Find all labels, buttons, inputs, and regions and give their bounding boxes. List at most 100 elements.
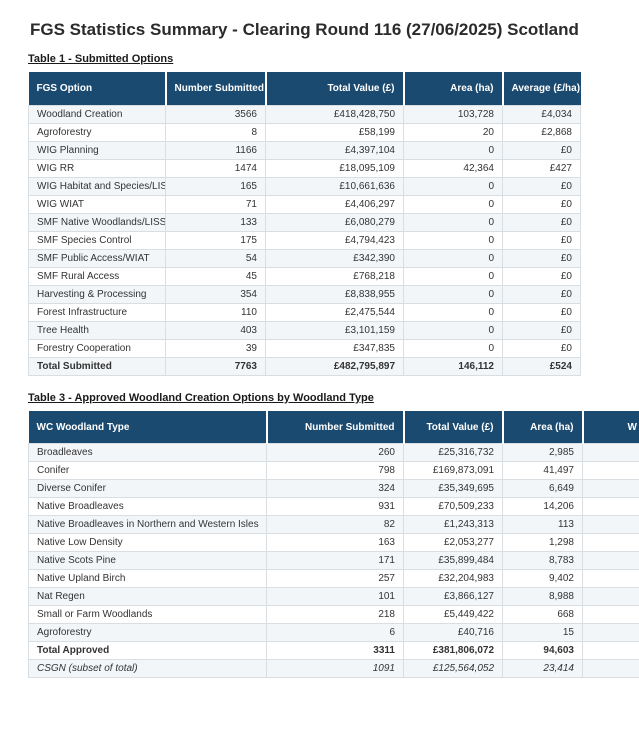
table-cell: £25,316,732 bbox=[403, 443, 503, 463]
table-cell: £10,661,636 bbox=[265, 176, 404, 196]
table-cell: £2,053,277 bbox=[403, 533, 503, 553]
table-cell: 6,649 bbox=[502, 479, 583, 499]
table-cell: Forest Infrastructure bbox=[28, 302, 166, 322]
table-cell: £0 bbox=[502, 338, 581, 358]
table-cell: WIG RR bbox=[28, 158, 166, 178]
table-cell bbox=[582, 443, 639, 463]
table-cell bbox=[582, 623, 639, 643]
table-cell: 0 bbox=[403, 176, 503, 196]
table-cell: £342,390 bbox=[265, 248, 404, 268]
table-cell: £4,794,423 bbox=[265, 230, 404, 250]
table-cell: £6,080,279 bbox=[265, 212, 404, 232]
table-cell: 9,402 bbox=[502, 569, 583, 589]
table-cell: 175 bbox=[165, 230, 266, 250]
table-cell: Tree Health bbox=[28, 320, 166, 340]
table-cell: 165 bbox=[165, 176, 266, 196]
table-cell: 0 bbox=[403, 212, 503, 232]
table-cell bbox=[582, 605, 639, 625]
table-cell: SMF Species Control bbox=[28, 230, 166, 250]
table-cell: 798 bbox=[266, 461, 404, 481]
header-row: WC Woodland Type Number Submitted Total Va… bbox=[28, 410, 639, 444]
table-cell: £524 bbox=[502, 356, 581, 376]
table3-caption: Table 3 - Approved Woodland Creation Opt… bbox=[28, 391, 374, 404]
table-cell: WIG Planning bbox=[28, 140, 166, 160]
table-cell: 3311 bbox=[266, 641, 404, 661]
table-cell: £0 bbox=[502, 212, 581, 232]
table-cell: 2,985 bbox=[502, 443, 583, 463]
table-cell: 260 bbox=[266, 443, 404, 463]
table-cell: 1166 bbox=[165, 140, 266, 160]
table-cell: Nat Regen bbox=[28, 587, 267, 607]
table-cell: SMF Rural Access bbox=[28, 266, 166, 286]
table-cell: £2,475,544 bbox=[265, 302, 404, 322]
table-cell: 8 bbox=[165, 122, 266, 142]
table-cell: WIG Habitat and Species/LISS bbox=[28, 176, 166, 196]
table-cell: £0 bbox=[502, 266, 581, 286]
table-cell: £4,397,104 bbox=[265, 140, 404, 160]
table-cell: £32,204,983 bbox=[403, 569, 503, 589]
table-cell: Conifer bbox=[28, 461, 267, 481]
table-cell: 0 bbox=[403, 248, 503, 268]
table-cell: 39 bbox=[165, 338, 266, 358]
table-row: WIG RR 1474 £18,095,109 42,364 £427 bbox=[28, 158, 581, 178]
table-cell: 1091 bbox=[266, 659, 404, 679]
table-cell: 0 bbox=[403, 284, 503, 304]
table-row: WIG WIAT 71 £4,406,297 0 £0 bbox=[28, 194, 581, 214]
table-cell: £35,899,484 bbox=[403, 551, 503, 571]
table-cell: 257 bbox=[266, 569, 404, 589]
table1-caption: Table 1 - Submitted Options bbox=[28, 53, 174, 66]
table-cell: £0 bbox=[502, 320, 581, 340]
column-header: FGS Option bbox=[28, 72, 167, 106]
table-cell bbox=[582, 587, 639, 607]
table-cell: 668 bbox=[502, 605, 583, 625]
table-cell: £0 bbox=[502, 176, 581, 196]
column-header: Number Submitted bbox=[165, 72, 267, 106]
table-cell: 20 bbox=[403, 122, 503, 142]
table-row: Native Broadleaves 931 £70,509,233 14,206 bbox=[28, 497, 639, 517]
table-cell: £418,428,750 bbox=[265, 104, 404, 124]
column-header: Number Submitted bbox=[266, 410, 405, 444]
approved-woodland-creation-table: WC Woodland Type Number Submitted Total Va… bbox=[28, 410, 639, 679]
table-cell: £169,873,091 bbox=[403, 461, 503, 481]
table-cell: WIG WIAT bbox=[28, 194, 166, 214]
table-row: Small or Farm Woodlands 218 £5,449,422 668 bbox=[28, 605, 639, 625]
table-cell: £40,716 bbox=[403, 623, 503, 643]
table-cell: Native Scots Pine bbox=[28, 551, 267, 571]
table-cell: £381,806,072 bbox=[403, 641, 503, 661]
table-cell: 54 bbox=[165, 248, 266, 268]
table-row: WIG Habitat and Species/LISS 165 £10,661,6… bbox=[28, 176, 581, 196]
table-cell: £0 bbox=[502, 302, 581, 322]
table-row: SMF Rural Access 45 £768,218 0 £0 bbox=[28, 266, 581, 286]
table-cell bbox=[582, 569, 639, 589]
column-header: Area (ha) bbox=[403, 72, 504, 106]
table-cell: Woodland Creation bbox=[28, 104, 166, 124]
table-cell: £5,449,422 bbox=[403, 605, 503, 625]
table-cell: £0 bbox=[502, 284, 581, 304]
table-cell: 41,497 bbox=[502, 461, 583, 481]
table-cell: £2,868 bbox=[502, 122, 581, 142]
column-header: Total Value (£) bbox=[265, 72, 405, 106]
table-cell: £70,509,233 bbox=[403, 497, 503, 517]
table-cell: 45 bbox=[165, 266, 266, 286]
column-header: Area (ha) bbox=[502, 410, 584, 444]
table-cell: 71 bbox=[165, 194, 266, 214]
table-cell: 171 bbox=[266, 551, 404, 571]
page-title: FGS Statistics Summary - Clearing Round … bbox=[30, 20, 579, 39]
table-cell: 15 bbox=[502, 623, 583, 643]
table-cell: Native Broadleaves in Northern and Weste… bbox=[28, 515, 267, 535]
table-cell bbox=[582, 461, 639, 481]
table-cell: £3,866,127 bbox=[403, 587, 503, 607]
table-cell: 403 bbox=[165, 320, 266, 340]
table-cell: 218 bbox=[266, 605, 404, 625]
table-cell: £3,101,159 bbox=[265, 320, 404, 340]
table-row: Native Upland Birch 257 £32,204,983 9,402 bbox=[28, 569, 639, 589]
table-cell: 324 bbox=[266, 479, 404, 499]
table-row: Native Low Density 163 £2,053,277 1,298 bbox=[28, 533, 639, 553]
table-cell: £0 bbox=[502, 230, 581, 250]
table-cell: £8,838,955 bbox=[265, 284, 404, 304]
table-cell: £35,349,695 bbox=[403, 479, 503, 499]
column-header: W bbox=[582, 410, 639, 444]
table-cell: 94,603 bbox=[502, 641, 583, 661]
table-cell: £4,034 bbox=[502, 104, 581, 124]
table-cell bbox=[582, 479, 639, 499]
